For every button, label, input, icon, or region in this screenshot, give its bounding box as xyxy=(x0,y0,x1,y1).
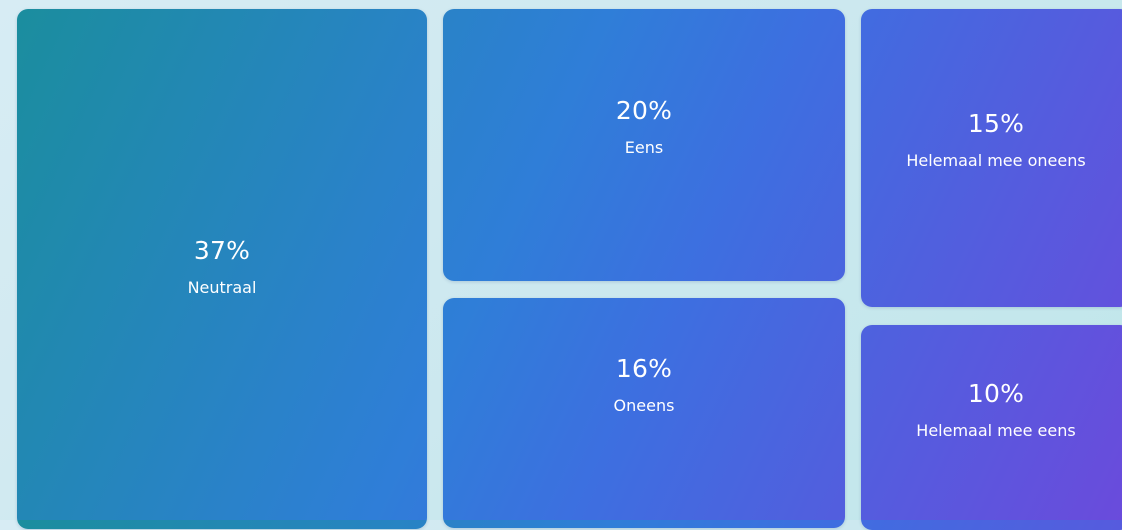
treemap-tile-value: 37% xyxy=(193,236,251,265)
treemap-tile-value: 15% xyxy=(967,109,1025,138)
treemap-tile-content: 15% Helemaal mee oneens xyxy=(861,0,1122,289)
treemap-tile-oneens[interactable]: 16% Oneens xyxy=(443,298,845,528)
treemap-tile-label: Neutraal xyxy=(187,278,257,297)
treemap-tile-neutraal[interactable]: 37% Neutraal xyxy=(17,9,427,529)
treemap-tile-helemaal-mee-eens[interactable]: 10% Helemaal mee eens xyxy=(861,325,1122,530)
treemap-tile-content: 37% Neutraal xyxy=(17,7,427,527)
treemap-tile-helemaal-mee-oneens[interactable]: 15% Helemaal mee oneens xyxy=(861,9,1122,307)
treemap-tile-content: 20% Eens xyxy=(443,0,845,263)
treemap-tile-eens[interactable]: 20% Eens xyxy=(443,9,845,281)
treemap-tile-value: 20% xyxy=(615,96,673,125)
treemap-tile-value: 16% xyxy=(615,354,673,383)
treemap-tile-label: Helemaal mee eens xyxy=(916,420,1076,440)
treemap-tile-label: Helemaal mee oneens xyxy=(906,151,1086,170)
treemap-tile-content: 10% Helemaal mee eens xyxy=(861,307,1122,512)
treemap-tile-label: Eens xyxy=(624,138,664,157)
treemap-tile-content: 16% Oneens xyxy=(443,270,845,500)
treemap-tile-value: 10% xyxy=(967,378,1025,408)
treemap-tile-label: Oneens xyxy=(613,396,675,415)
